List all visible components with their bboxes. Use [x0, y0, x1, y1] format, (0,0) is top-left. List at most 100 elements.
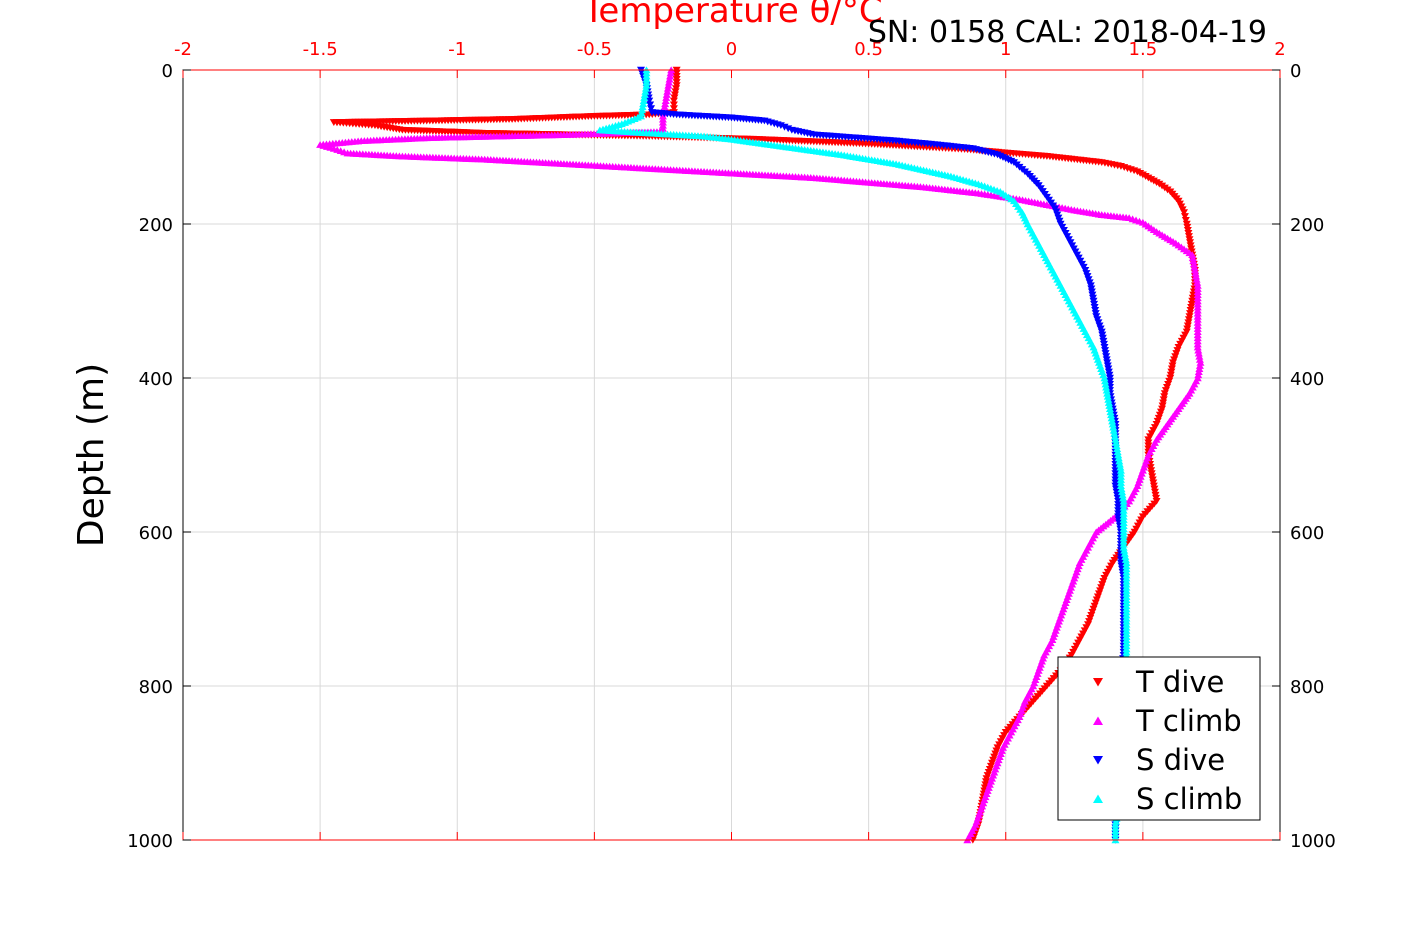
data-point-interp	[640, 91, 649, 98]
data-point-interp	[664, 78, 673, 86]
y-tick-label-left: 200	[139, 215, 173, 236]
legend: T dive T climb S dive S climb	[1057, 656, 1261, 821]
data-point-interp	[662, 94, 671, 101]
data-point-interp	[1181, 216, 1190, 224]
data-point-interp	[1111, 817, 1120, 825]
data-point-interp	[1109, 423, 1118, 431]
data-point-interp	[665, 75, 674, 83]
data-point-interp	[640, 94, 649, 101]
data-point-interp	[661, 100, 670, 108]
y-tick-label-right: 400	[1290, 369, 1324, 390]
data-point-interp	[1120, 546, 1129, 554]
data-point-interp	[666, 72, 675, 80]
legend-label: S dive	[1136, 743, 1225, 777]
y-tick-label-left: 1000	[127, 831, 173, 852]
data-point	[1105, 405, 1114, 412]
data-point-interp	[1110, 429, 1119, 437]
data-point-interp	[1101, 377, 1110, 385]
data-point-interp	[1119, 494, 1128, 502]
data-point-interp	[663, 87, 672, 95]
data-point-interp	[1192, 272, 1201, 280]
data-point-interp	[1110, 432, 1119, 440]
data-point-interp	[1195, 352, 1204, 360]
data-point	[1111, 436, 1120, 443]
data-point-interp	[1188, 254, 1197, 262]
data-point	[642, 81, 651, 89]
y-tick-label-right: 600	[1290, 523, 1324, 544]
data-point	[1193, 343, 1202, 351]
x-tick-label: -2	[174, 39, 192, 60]
data-point	[1190, 266, 1199, 274]
data-point-interp	[669, 105, 678, 113]
data-point-interp	[1194, 346, 1203, 354]
data-point-interp	[639, 100, 648, 108]
data-point-interp	[1192, 275, 1201, 283]
x-tick-label: -0.5	[577, 39, 612, 60]
data-point-interp	[1180, 213, 1189, 220]
data-point-interp	[1112, 442, 1121, 449]
y-tick-label-right: 200	[1290, 215, 1324, 236]
calibration-annotation: SN: 0158 CAL: 2018-04-19	[868, 15, 1267, 50]
data-point-interp	[662, 91, 671, 98]
y-tick-label-left: 400	[139, 369, 173, 390]
legend-marker	[1093, 756, 1103, 765]
data-point-interp	[663, 84, 672, 92]
data-point-interp	[666, 69, 675, 77]
data-point-interp	[1106, 408, 1115, 416]
data-point-interp	[638, 106, 647, 114]
chart-title: Temperature θ/°C	[582, 0, 882, 31]
data-point	[639, 97, 648, 104]
data-point-interp	[646, 101, 655, 109]
data-point	[1108, 420, 1117, 428]
data-point-interp	[1104, 399, 1113, 406]
y-tick-label-right: 800	[1290, 677, 1324, 698]
data-point	[1100, 374, 1109, 382]
data-point-interp	[638, 103, 647, 111]
data-point	[1114, 451, 1123, 459]
data-point-interp	[1191, 269, 1200, 277]
x-tick-label: 0.5	[854, 39, 883, 60]
data-point	[1196, 359, 1205, 366]
legend-label: S climb	[1136, 782, 1242, 816]
x-tick-label: 0	[726, 39, 737, 60]
data-point-interp	[1194, 349, 1203, 357]
data-point	[1116, 482, 1125, 489]
data-point-interp	[1193, 278, 1202, 286]
data-point-interp	[1102, 386, 1111, 394]
legend-marker	[1093, 716, 1103, 725]
data-point	[664, 81, 673, 89]
data-point	[661, 97, 670, 104]
data-point-interp	[1118, 491, 1127, 499]
data-point-interp	[1115, 460, 1124, 468]
data-point-interp	[1121, 556, 1130, 563]
data-point-interp	[660, 103, 669, 111]
y-tick-label-left: 800	[139, 677, 173, 698]
data-point	[1180, 209, 1189, 217]
data-point-interp	[1109, 426, 1118, 434]
data-point-interp	[1194, 371, 1203, 379]
data-point-interp	[1189, 260, 1198, 268]
legend-label: T climb	[1135, 704, 1242, 738]
data-point-interp	[1107, 411, 1116, 419]
data-point	[1103, 389, 1112, 397]
data-point-interp	[1190, 263, 1199, 271]
data-point-interp	[1105, 402, 1114, 409]
data-point-interp	[647, 105, 656, 113]
data-point-interp	[1194, 368, 1203, 376]
legend-marker	[1093, 678, 1103, 687]
data-point-interp	[1195, 362, 1204, 369]
x-tick-label: -1	[448, 39, 466, 60]
y-axis-label: Depth (m)	[71, 363, 112, 547]
data-point-interp	[1111, 439, 1120, 446]
data-point-interp	[1195, 355, 1204, 363]
data-point-interp	[1103, 392, 1112, 400]
legend-marker	[1093, 794, 1103, 803]
y-tick-label-left: 0	[162, 61, 173, 82]
data-point-interp	[1107, 414, 1116, 422]
x-tick-label: -1.5	[303, 39, 338, 60]
data-point-interp	[1104, 395, 1113, 403]
data-point-interp	[641, 87, 650, 95]
data-point	[1188, 251, 1197, 258]
